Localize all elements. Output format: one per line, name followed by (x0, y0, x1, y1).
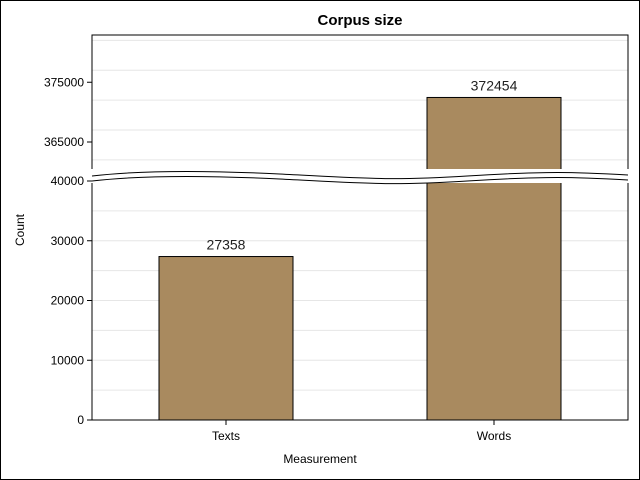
chart-title: Corpus size (317, 12, 402, 29)
data-label-words: 372454 (471, 77, 518, 93)
bar-words-lower (426, 180, 562, 421)
x-tick-label-texts: Texts (212, 429, 240, 443)
y-tick-label: 10000 (51, 353, 85, 367)
data-label-texts: 27358 (207, 237, 246, 253)
upper-plot-frame (91, 34, 629, 175)
bar-texts (158, 256, 294, 421)
plot-area: 27358 Texts 372454 Words 0 10000 20000 30000 400… (44, 34, 634, 443)
y-axis-label: Count (13, 213, 27, 246)
axis-break-line-top (91, 171, 629, 180)
y-tick-label: 30000 (51, 234, 85, 248)
y-tick-label: 375000 (44, 75, 84, 89)
x-axis-label: Measurement (283, 452, 357, 466)
axis-break-line-bottom (91, 176, 629, 185)
y-tick-label: 0 (77, 413, 84, 427)
bar-words-upper (426, 96, 562, 176)
x-tick-label-words: Words (477, 429, 511, 443)
y-tick-label: 40000 (51, 174, 85, 188)
y-tick-label: 365000 (44, 135, 84, 149)
y-tick-label: 20000 (51, 294, 85, 308)
